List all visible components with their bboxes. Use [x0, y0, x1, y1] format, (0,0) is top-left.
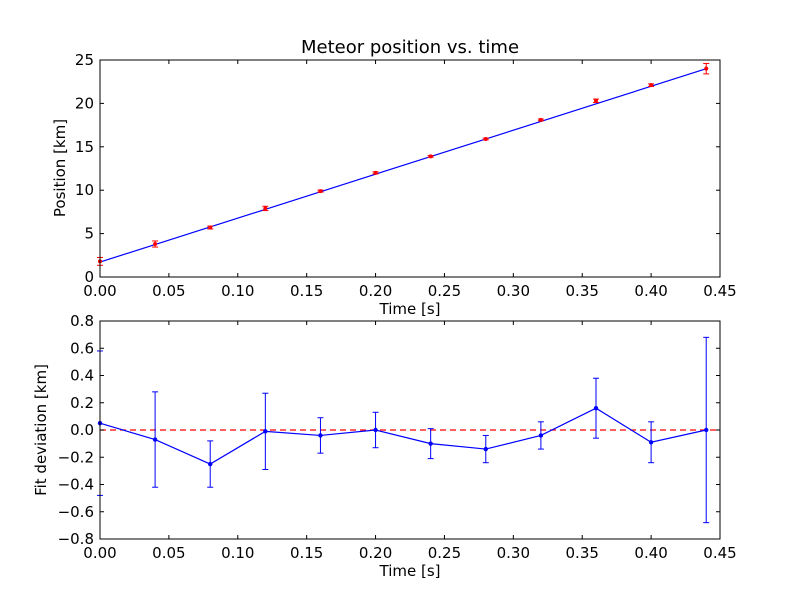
position-y-tick-label: 5	[84, 225, 94, 243]
position-data-point	[208, 225, 213, 230]
position-y-tick-label: 15	[75, 138, 94, 156]
position-panel: Meteor position vs. time 0.00 0.05 0.10 0.1…	[51, 37, 737, 318]
position-x-tick-label: 0.45	[703, 282, 736, 300]
deviation-y-tick-label: 0.8	[70, 312, 94, 330]
position-x-tick-label: 0.30	[497, 282, 530, 300]
deviation-data-point	[704, 427, 709, 433]
position-data-point	[373, 170, 378, 175]
deviation-data-point	[263, 429, 268, 434]
position-y-tick-label: 10	[75, 181, 94, 199]
deviation-x-tick-label: 0.15	[290, 544, 323, 562]
deviation-y-tick-label: −0.2	[58, 448, 94, 466]
position-data-point	[318, 189, 323, 194]
position-x-tick-label: 0.25	[428, 282, 461, 300]
deviation-line	[99, 407, 707, 465]
deviation-x-tick-label: 0.25	[428, 544, 461, 562]
deviation-y-tick-label: 0.4	[70, 367, 94, 385]
fit-line	[99, 68, 707, 263]
position-axes-frame	[99, 59, 721, 278]
position-y-label: Position [km]	[51, 119, 69, 217]
deviation-y-tick-label: 0.2	[70, 394, 94, 412]
position-y-tick-label: 25	[75, 51, 94, 69]
deviation-x-tick-label: 0.20	[359, 544, 392, 562]
deviation-ticks: 0.00 0.05 0.10 0.15 0.20 0.25 0.30 0.35 0.40 0.45…	[58, 312, 737, 562]
position-data-point	[428, 154, 433, 159]
deviation-x-label: Time [s]	[379, 562, 441, 580]
deviation-y-tick-label: 0.0	[70, 421, 94, 439]
position-x-tick-label: 0.40	[634, 282, 667, 300]
position-x-tick-label: 0.15	[290, 282, 323, 300]
deviation-data-point	[318, 433, 323, 438]
deviation-plot-area	[97, 336, 720, 524]
deviation-data-point	[373, 427, 378, 433]
deviation-x-tick-label: 0.10	[221, 544, 254, 562]
position-y-tick-label: 0	[84, 268, 94, 286]
deviation-x-tick-label: 0.35	[566, 544, 599, 562]
deviation-panel: 0.00 0.05 0.10 0.15 0.20 0.25 0.30 0.35 0.40 0.45…	[32, 312, 737, 580]
deviation-data-point	[483, 446, 488, 452]
position-data-point	[483, 136, 488, 141]
deviation-data-point	[593, 406, 599, 411]
deviation-x-tick-label: 0.00	[83, 544, 116, 562]
position-data-point	[263, 206, 268, 211]
deviation-y-tick-label: −0.4	[58, 476, 94, 494]
deviation-x-tick-label: 0.45	[703, 544, 736, 562]
deviation-data-point	[538, 433, 544, 438]
position-plot-area	[97, 62, 710, 266]
deviation-x-tick-label: 0.05	[152, 544, 185, 562]
chart-title: Meteor position vs. time	[301, 37, 519, 58]
deviation-data-point	[428, 441, 433, 446]
position-data-point	[538, 117, 543, 122]
position-x-tick-label: 0.20	[359, 282, 392, 300]
position-data-point	[594, 98, 598, 103]
deviation-y-tick-label: −0.6	[58, 503, 94, 521]
deviation-y-tick-label: 0.6	[70, 339, 94, 357]
deviation-data-point	[152, 437, 158, 442]
position-x-tick-label: 0.05	[152, 282, 185, 300]
position-data-point	[649, 83, 654, 88]
position-x-tick-label: 0.10	[221, 282, 254, 300]
position-x-tick-label: 0.00	[83, 282, 116, 300]
position-data-point	[704, 66, 709, 71]
deviation-x-tick-label: 0.40	[634, 544, 667, 562]
deviation-y-tick-label: −0.8	[58, 530, 94, 548]
position-ticks: 0.00 0.05 0.10 0.15 0.20 0.25 0.30 0.35 0.40 0.45…	[75, 51, 737, 300]
deviation-data-point	[208, 461, 213, 467]
deviation-data-point	[648, 440, 654, 445]
position-x-label: Time [s]	[379, 300, 441, 318]
position-x-tick-label: 0.35	[566, 282, 599, 300]
position-y-tick-label: 20	[75, 94, 94, 112]
position-data-point	[153, 242, 158, 247]
deviation-x-tick-label: 0.30	[497, 544, 530, 562]
deviation-y-label: Fit deviation [km]	[32, 364, 50, 496]
